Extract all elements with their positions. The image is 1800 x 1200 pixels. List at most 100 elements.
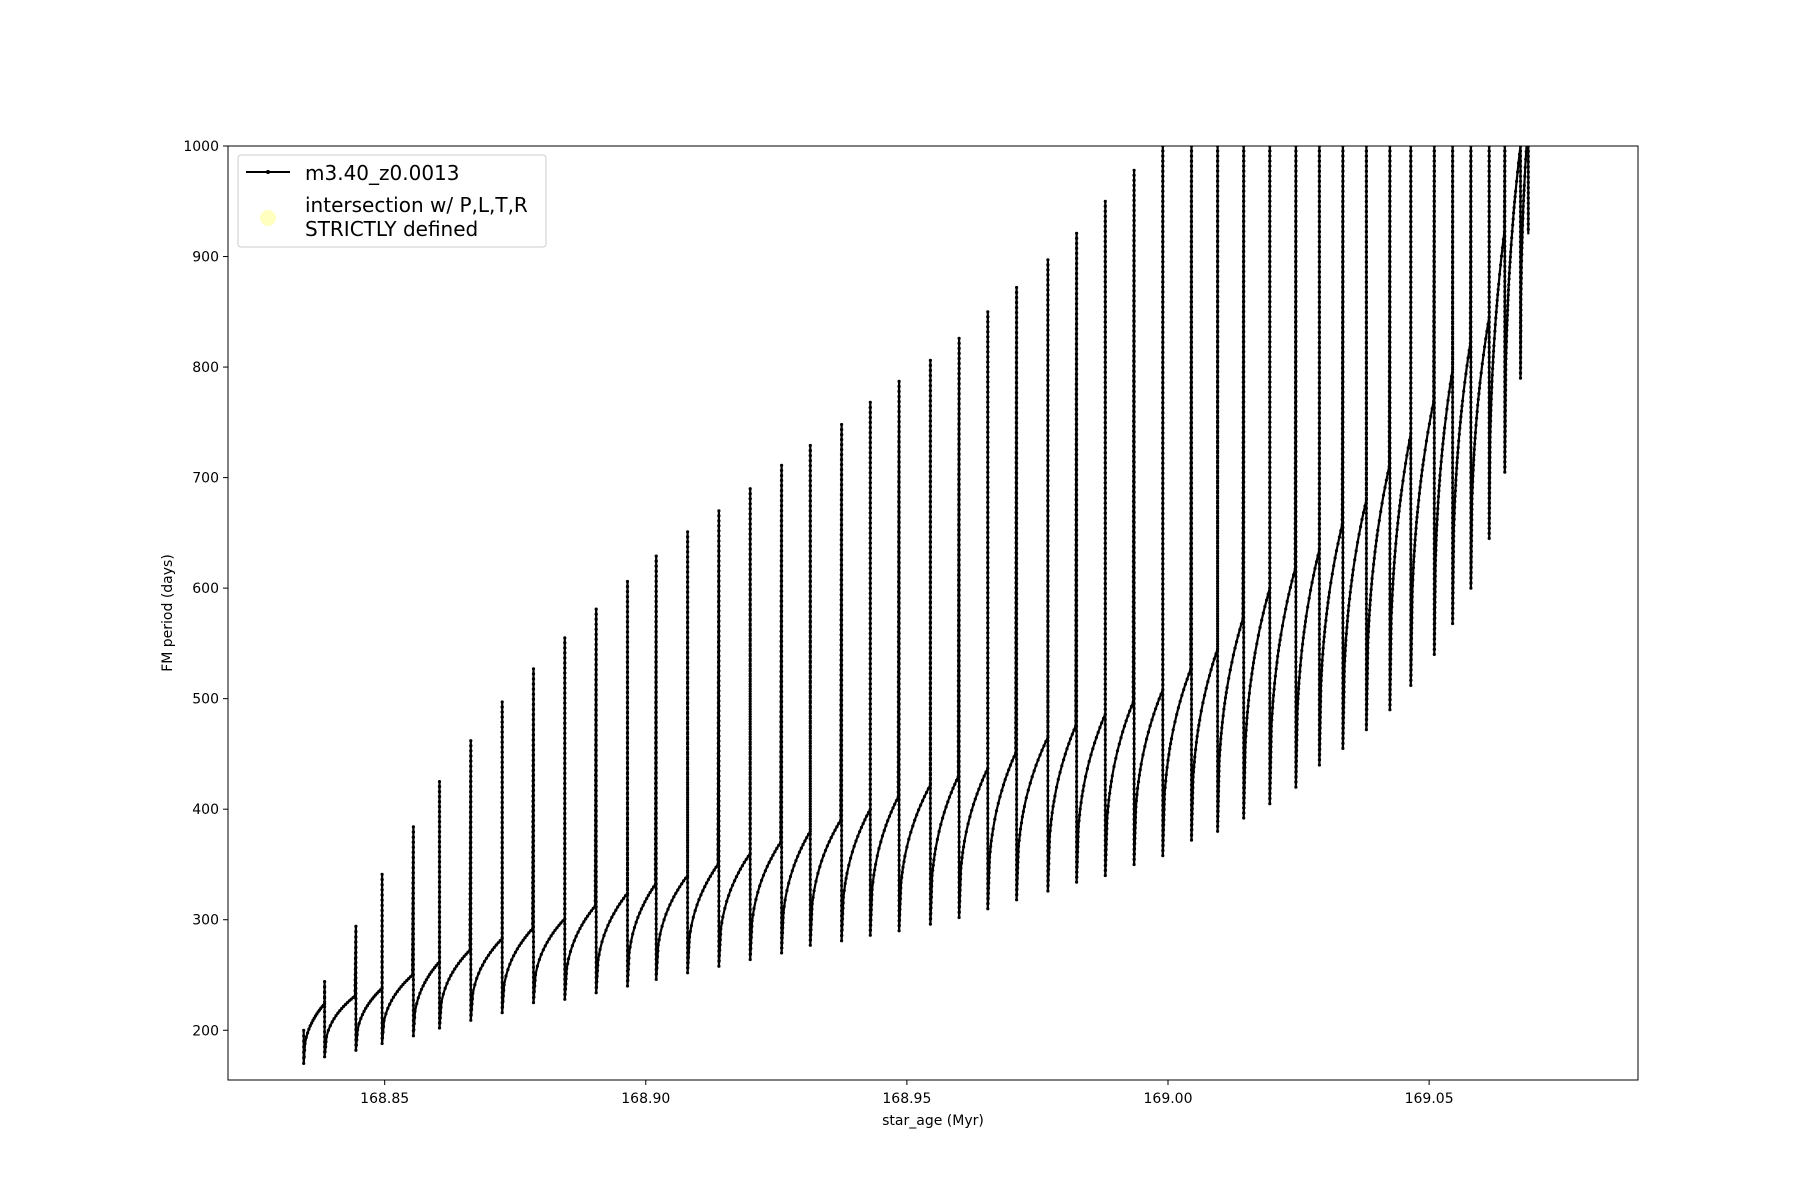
series-point xyxy=(717,534,721,538)
series-point xyxy=(928,399,933,403)
series-point xyxy=(1132,203,1136,208)
series-point xyxy=(780,715,784,719)
series-point xyxy=(808,635,812,639)
series-point xyxy=(868,702,872,706)
series-point xyxy=(437,820,442,824)
series-point xyxy=(808,443,812,448)
series-point xyxy=(1132,752,1136,756)
series-point xyxy=(672,895,676,899)
series-point xyxy=(808,509,812,513)
series-point xyxy=(748,587,752,591)
series-point xyxy=(411,967,415,972)
series-point xyxy=(871,880,875,884)
series-point xyxy=(1103,315,1107,319)
series-point xyxy=(686,835,690,840)
series-point xyxy=(717,819,721,823)
series-point xyxy=(625,711,630,715)
series-point xyxy=(957,643,961,648)
series-point xyxy=(1075,734,1079,738)
series-point xyxy=(986,390,990,394)
series-point xyxy=(594,774,598,778)
series-point xyxy=(1046,744,1050,748)
series-point xyxy=(531,682,536,686)
series-point xyxy=(1132,369,1136,374)
series-point xyxy=(686,745,690,749)
series-point xyxy=(868,511,872,515)
series-point xyxy=(1103,733,1107,737)
series-point xyxy=(748,679,752,683)
series-point xyxy=(324,1045,328,1049)
series-point xyxy=(928,404,933,408)
series-point xyxy=(625,726,630,730)
series-point xyxy=(1036,758,1040,762)
series-point xyxy=(897,783,901,787)
series-point xyxy=(808,454,812,458)
series-point xyxy=(531,808,536,813)
series-point xyxy=(1015,898,1019,902)
series-point xyxy=(625,625,630,629)
series-point xyxy=(1046,463,1050,467)
series-point xyxy=(957,432,961,436)
series-point xyxy=(986,786,990,790)
series-point xyxy=(594,642,598,647)
series-point xyxy=(469,886,473,890)
series-point xyxy=(986,611,990,615)
series-point xyxy=(469,820,473,824)
series-point xyxy=(1104,863,1108,867)
series-point xyxy=(924,790,929,795)
series-point xyxy=(928,701,933,705)
series-point xyxy=(868,601,872,606)
series-point xyxy=(1078,807,1082,811)
series-point xyxy=(986,515,990,520)
series-point xyxy=(563,827,567,831)
series-point xyxy=(717,899,721,903)
series-point xyxy=(632,926,637,930)
series-point xyxy=(1015,742,1019,746)
series-point xyxy=(1046,674,1050,678)
series-point xyxy=(929,900,933,905)
series-point xyxy=(594,758,598,763)
series-point xyxy=(986,500,990,504)
series-point xyxy=(380,924,384,928)
series-point xyxy=(469,739,473,743)
series-point xyxy=(808,686,812,690)
series-point xyxy=(1046,603,1050,608)
series-point xyxy=(717,784,721,788)
series-point xyxy=(500,985,504,990)
series-point xyxy=(1053,794,1057,798)
series-point xyxy=(1046,333,1050,337)
series-point xyxy=(1015,828,1019,832)
series-point xyxy=(594,779,598,783)
series-point xyxy=(686,705,690,709)
series-point xyxy=(868,732,872,736)
series-point xyxy=(686,780,690,784)
series-point xyxy=(654,957,658,961)
series-point xyxy=(1075,518,1079,522)
series-point xyxy=(1103,431,1107,435)
series-point xyxy=(594,718,598,722)
series-point xyxy=(922,794,927,799)
series-point xyxy=(686,931,690,935)
series-point xyxy=(717,859,721,863)
series-point xyxy=(1046,578,1050,583)
series-point xyxy=(928,675,933,680)
series-point xyxy=(897,692,901,696)
series-point xyxy=(780,634,784,638)
series-point xyxy=(380,929,384,933)
series-point xyxy=(1046,488,1050,492)
series-point xyxy=(1103,466,1107,470)
series-point xyxy=(780,906,784,910)
series-point xyxy=(986,706,990,710)
series-point xyxy=(869,903,874,907)
series-point xyxy=(808,479,812,483)
series-point xyxy=(719,932,723,936)
series-point xyxy=(840,523,844,527)
series-point xyxy=(1132,596,1136,600)
series-point xyxy=(397,987,401,991)
series-point xyxy=(852,844,856,848)
series-point xyxy=(897,621,901,625)
series-point xyxy=(697,898,701,902)
series-point xyxy=(868,647,872,651)
series-point xyxy=(625,853,630,857)
series-point xyxy=(437,956,442,960)
